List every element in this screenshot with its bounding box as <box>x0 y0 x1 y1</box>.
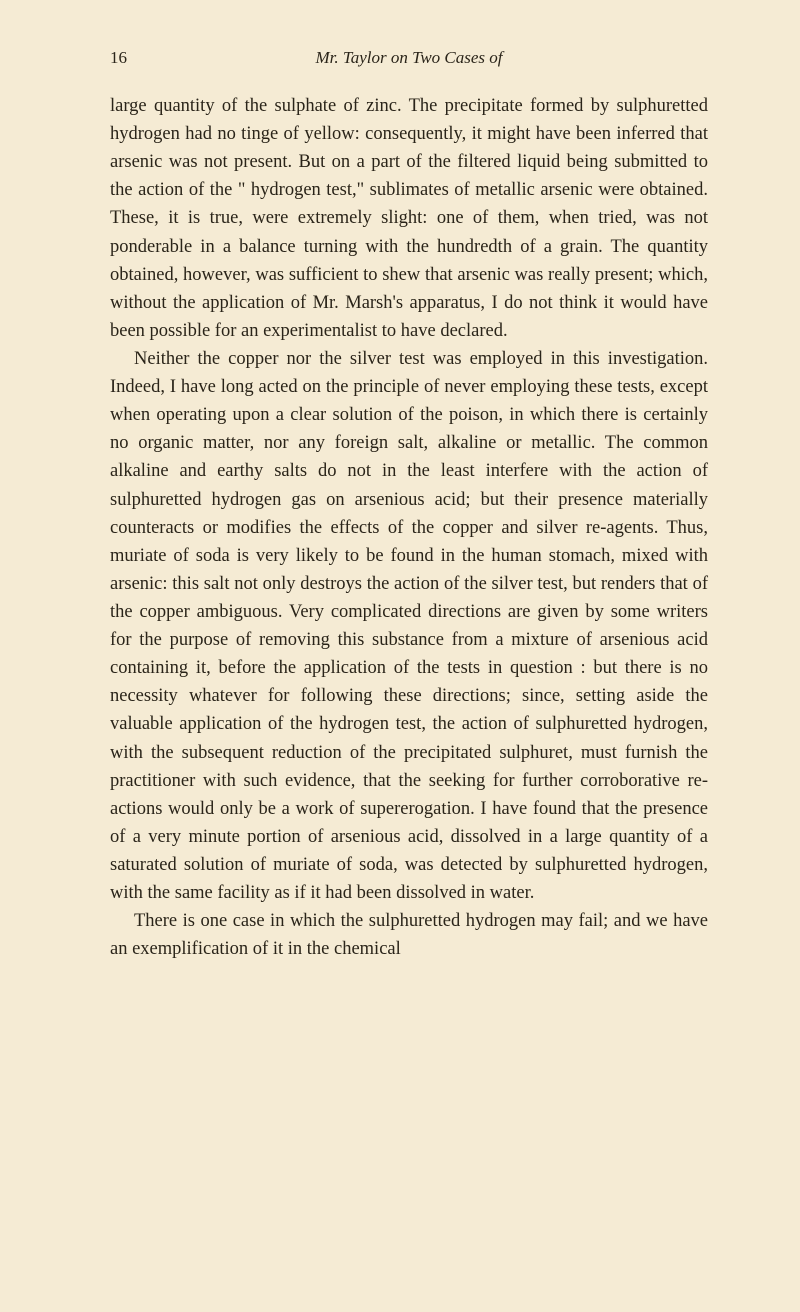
document-page: 16 Mr. Taylor on Two Cases of large quan… <box>0 0 800 1023</box>
header-title: Mr. Taylor on Two Cases of <box>315 48 502 67</box>
paragraph-3: There is one case in which the sulphuret… <box>110 907 708 963</box>
body-text: large quantity of the sulphate of zinc. … <box>110 92 708 963</box>
paragraph-2: Neither the copper nor the silver test w… <box>110 345 708 907</box>
page-header: 16 Mr. Taylor on Two Cases of <box>110 48 708 68</box>
paragraph-1: large quantity of the sulphate of zinc. … <box>110 92 708 345</box>
page-number: 16 <box>110 48 127 68</box>
